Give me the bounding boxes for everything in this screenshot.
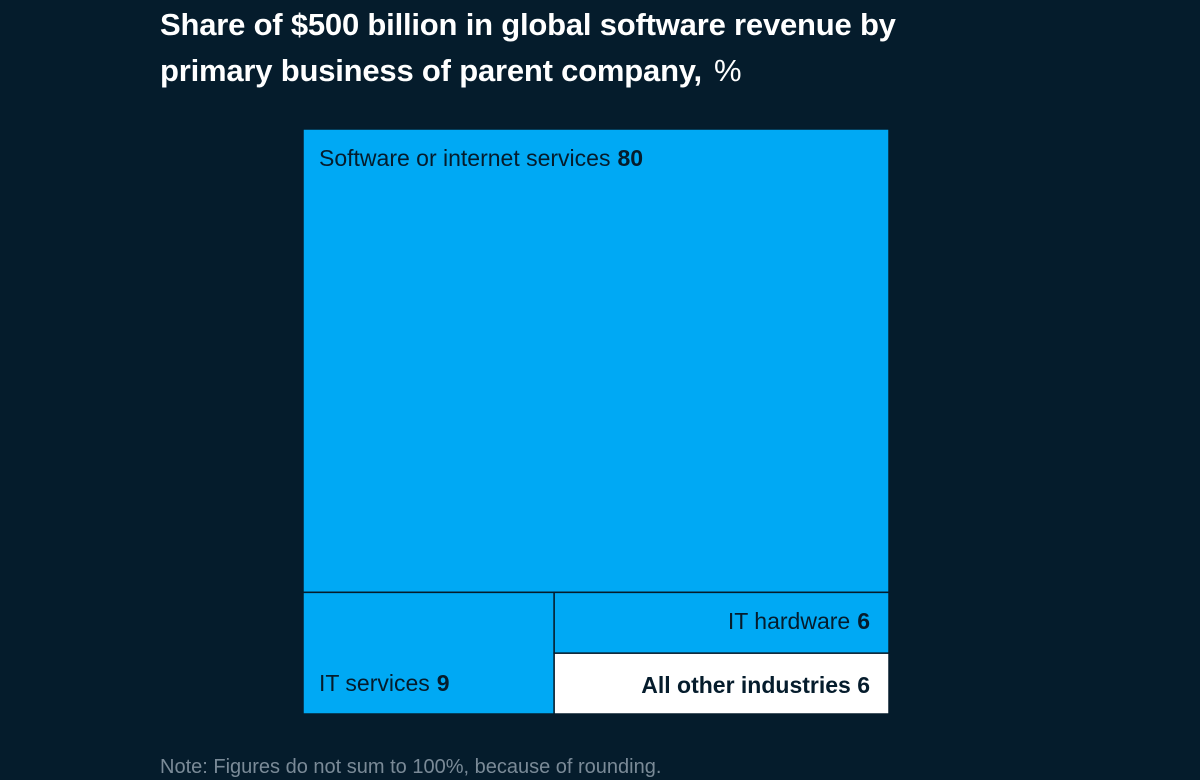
cell-label-it-hardware: IT hardware 6 <box>728 608 870 634</box>
treemap-cell-other-industries <box>553 652 890 715</box>
cell-label-software: Software or internet services 80 <box>319 145 643 171</box>
cell-label-it-services: IT services 9 <box>319 670 450 696</box>
cell-label-other-industries: All other industries 6 <box>641 672 870 698</box>
chart-note: Note: Figures do not sum to 100%, becaus… <box>160 756 662 778</box>
cell-label-software-value: 80 <box>617 145 643 171</box>
cell-label-it-services-name: IT services <box>319 670 430 696</box>
chart-title: Share of $500 billion in global software… <box>160 2 980 94</box>
treemap-cell-software <box>302 128 890 594</box>
cell-label-it-hardware-value: 6 <box>857 608 870 634</box>
chart-title-unit: % <box>713 53 742 88</box>
chart-title-text: Share of $500 billion in global software… <box>160 7 896 88</box>
cell-label-it-hardware-name: IT hardware <box>728 608 850 634</box>
cell-label-software-name: Software or internet services <box>319 145 610 171</box>
cell-label-it-services-value: 9 <box>437 670 450 696</box>
